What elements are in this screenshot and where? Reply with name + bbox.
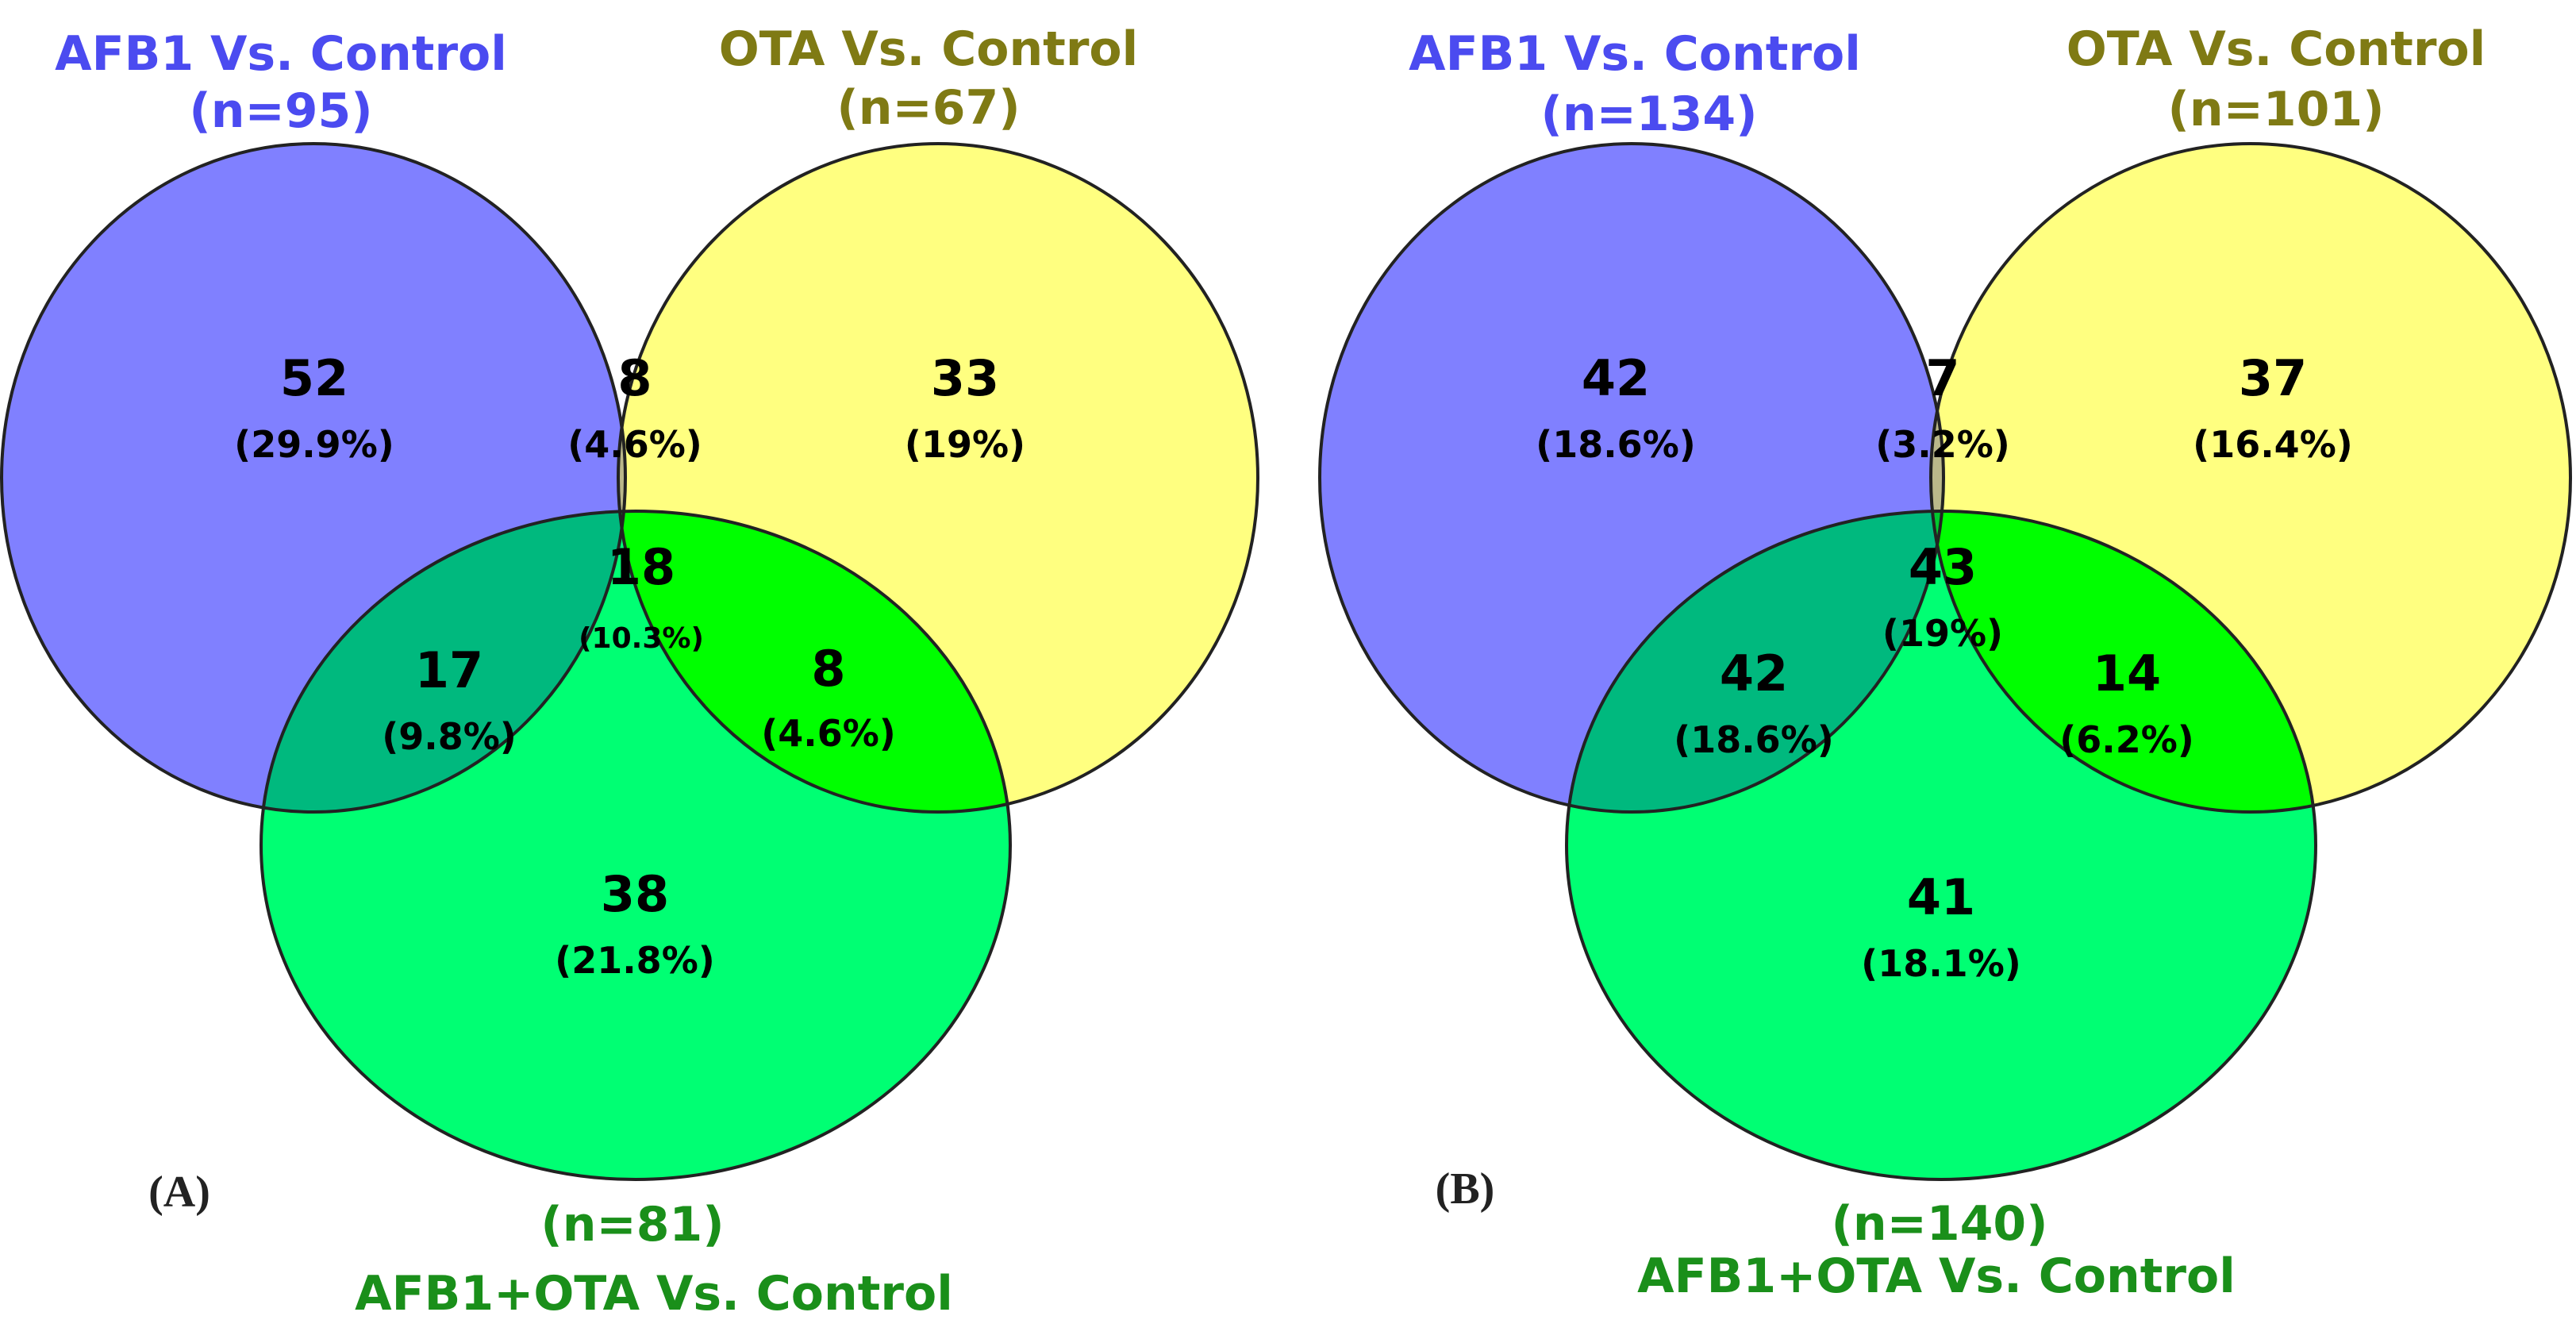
region-afb1-only-pct: (18.6%): [1536, 423, 1696, 466]
set-afb1-title: AFB1 Vs. Control: [55, 26, 507, 82]
set-ota-count: (n=101): [2167, 82, 2384, 137]
set-afb1-count: (n=95): [189, 83, 372, 139]
region-afb1-ota-pct: (3.2%): [1875, 423, 2010, 466]
set-afb1-title: AFB1 Vs. Control: [1409, 26, 1861, 82]
set-afb1-count: (n=134): [1540, 87, 1757, 142]
set-combo-count: (n=81): [540, 1197, 724, 1252]
region-ota-combo-pct: (6.2%): [2059, 718, 2194, 761]
region-ota-only-pct: (16.4%): [2193, 423, 2353, 466]
set-combo-title: AFB1+OTA Vs. Control: [1637, 1249, 2236, 1304]
region-afb1-ota-count: 8: [617, 349, 652, 407]
region-afb1-combo-pct: (18.6%): [1674, 718, 1834, 761]
region-afb1-combo-pct: (9.8%): [382, 715, 517, 758]
region-ota-combo-count: 14: [2093, 644, 2161, 702]
region-ota-only-count: 33: [931, 349, 999, 407]
set-ota-count: (n=67): [836, 80, 1020, 136]
set-combo-count: (n=140): [1831, 1196, 2047, 1252]
venn-panel-b: AFB1 Vs. Control (n=134) OTA Vs. Control…: [1318, 21, 2572, 1304]
region-ota-only-count: 37: [2239, 349, 2307, 407]
set-combo-title: AFB1+OTA Vs. Control: [355, 1266, 953, 1322]
region-afb1-only-count: 42: [1582, 349, 1650, 407]
region-all-count: 43: [1909, 538, 1977, 596]
region-afb1-only-pct: (29.9%): [234, 423, 394, 466]
region-all-count: 18: [607, 538, 675, 596]
panel-label-b: (B): [1436, 1164, 1495, 1214]
venn-panel-a: AFB1 Vs. Control (n=95) OTA Vs. Control …: [0, 21, 1259, 1322]
region-combo-only-pct: (21.8%): [555, 939, 715, 982]
panel-label-a: (A): [148, 1168, 210, 1217]
region-combo-only-count: 38: [601, 865, 669, 923]
region-afb1-only-count: 52: [280, 349, 348, 407]
set-ota-title: OTA Vs. Control: [719, 21, 1138, 77]
region-afb1-combo-count: 42: [1720, 644, 1788, 702]
region-all-pct: (19%): [1882, 612, 2003, 655]
region-afb1-ota-pct: (4.6%): [567, 423, 702, 466]
region-afb1-ota-count: 7: [1925, 349, 1959, 407]
region-ota-combo-count: 8: [811, 640, 845, 698]
region-all-pct: (10.3%): [579, 622, 704, 655]
region-afb1-combo-count: 17: [415, 641, 483, 699]
region-ota-combo-pct: (4.6%): [761, 712, 896, 755]
set-ota-title: OTA Vs. Control: [2067, 21, 2486, 77]
region-ota-only-pct: (19%): [905, 423, 1025, 466]
region-combo-only-pct: (18.1%): [1861, 942, 2021, 985]
region-combo-only-count: 41: [1907, 868, 1975, 926]
